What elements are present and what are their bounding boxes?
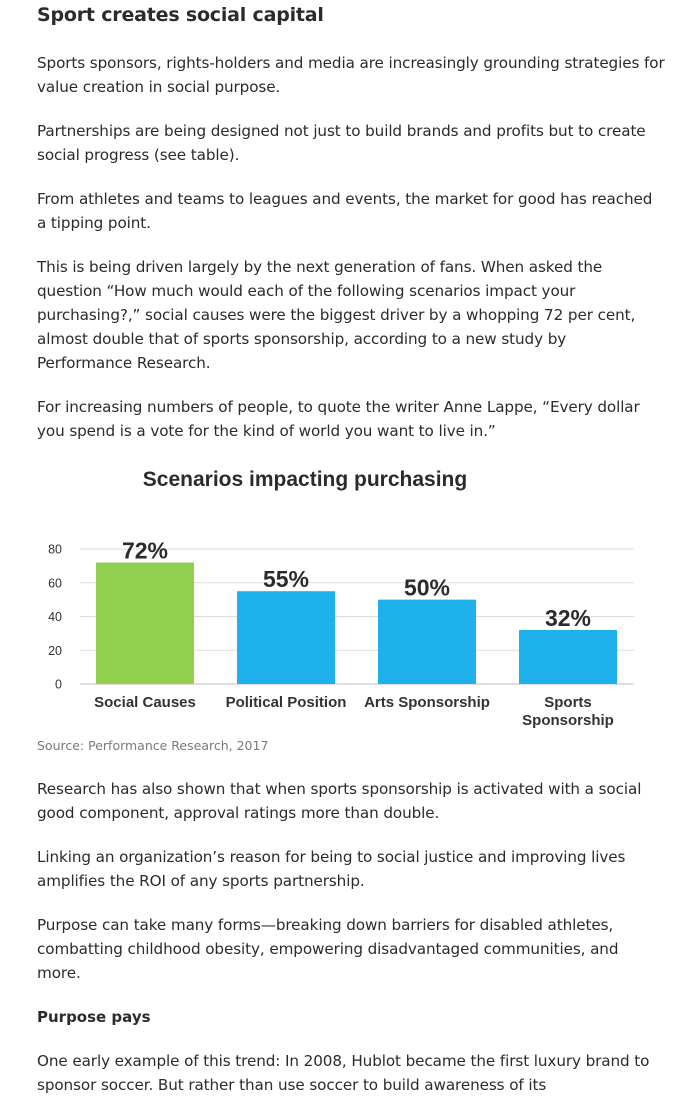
y-tick-label: 0: [55, 678, 62, 692]
paragraph-7: Linking an organization’s reason for bei…: [37, 848, 626, 890]
category-label: Social Causes: [94, 694, 196, 711]
article-heading: Sport creates social capital: [37, 4, 324, 26]
chart-svg: Scenarios impacting purchasing 0 20 40 60 80 7…: [48, 468, 634, 729]
bar-chart: Scenarios impacting purchasing 0 20 40 60 80 7…: [0, 455, 700, 735]
data-label: 32%: [545, 605, 591, 631]
paragraph-6: Research has also shown that when sports…: [37, 780, 642, 822]
bar: [237, 591, 335, 684]
y-tick-label: 40: [48, 610, 62, 624]
data-label: 55%: [263, 566, 309, 592]
paragraph-9: One early example of this trend: In 2008…: [37, 1052, 650, 1094]
chart-source: Source: Performance Research, 2017: [37, 738, 269, 753]
paragraph-5: For increasing numbers of people, to quo…: [37, 398, 640, 440]
y-tick-label: 20: [48, 644, 62, 658]
paragraph-3: From athletes and teams to leagues and e…: [37, 190, 653, 232]
data-label: 50%: [404, 575, 450, 601]
category-label: Sponsorship: [522, 712, 614, 729]
category-label: Sports: [544, 694, 592, 711]
data-label: 72%: [122, 538, 168, 564]
paragraph-8: Purpose can take many forms—breaking dow…: [37, 916, 619, 982]
category-label: Arts Sponsorship: [364, 694, 490, 711]
y-tick-label: 60: [48, 576, 62, 590]
subheading-purpose-pays: Purpose pays: [37, 1008, 151, 1026]
y-tick-label: 80: [48, 543, 62, 557]
bar: [96, 562, 194, 684]
category-label: Political Position: [226, 694, 347, 711]
bar: [519, 630, 617, 684]
paragraph-2: Partnerships are being designed not just…: [37, 122, 646, 164]
bar: [378, 599, 476, 684]
paragraph-4: This is being driven largely by the next…: [37, 258, 636, 372]
chart-title: Scenarios impacting purchasing: [143, 468, 467, 491]
paragraph-1: Sports sponsors, rights-holders and medi…: [37, 54, 665, 96]
